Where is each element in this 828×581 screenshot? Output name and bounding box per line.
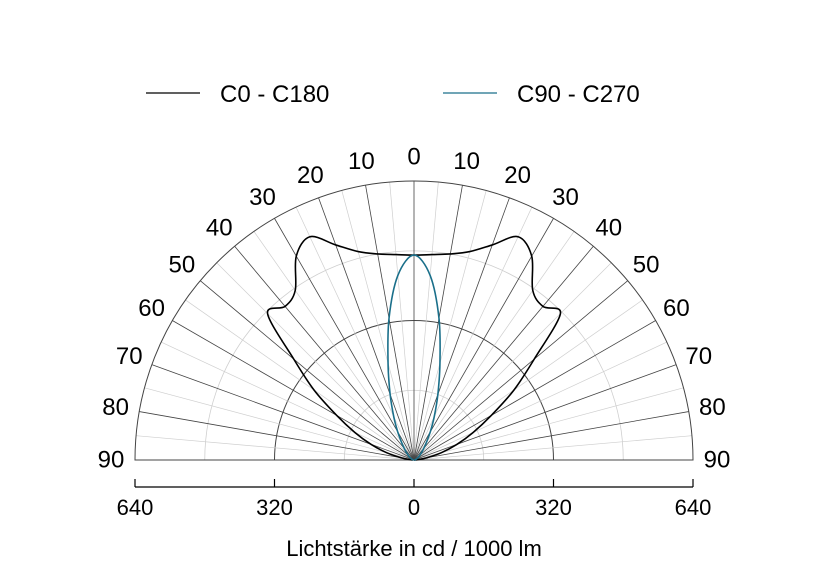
series-curve-0 [266,235,562,461]
grid-ray-major [413,411,689,461]
legend: C0 - C180 C90 - C270 [146,81,640,108]
series-curve-1 [387,254,441,461]
angle-label: 90 [704,447,731,474]
grid-ray-major [413,246,594,461]
grid-ray-major [413,218,554,461]
angle-label: 60 [663,295,690,322]
grid-ray-minor [216,262,415,461]
grid-ray-minor [144,387,415,461]
grid-ray-major [365,185,415,461]
angle-label: 80 [102,394,129,421]
grid-ray-minor [136,435,415,461]
x-axis-title: Lichtstärke in cd / 1000 lm [286,536,542,561]
grid-ray-major [413,185,463,461]
grid-ray-minor [413,299,643,461]
angle-label: 40 [206,214,233,241]
angle-label: 50 [633,252,660,279]
grid-ray-minor [413,182,439,461]
grid-ray-minor [341,190,415,461]
grid-ray-major [318,197,415,461]
radial-tick-label: 320 [256,495,293,520]
grid-ray-minor [253,231,415,461]
angle-label: 90 [98,447,125,474]
radial-tick-label: 640 [117,495,154,520]
angle-label: 70 [116,343,143,370]
grid-ray-major [234,246,415,461]
grid-ray-major [200,280,415,461]
radial-tick-label: 640 [675,495,712,520]
angle-label: 80 [699,394,726,421]
radial-tick-label: 0 [408,495,420,520]
radial-axis: 640 320 0 320 640 [117,479,712,520]
grid-ray-minor [413,387,684,461]
angle-label: 70 [685,343,712,370]
angle-label: 10 [348,148,375,175]
angle-label: 40 [595,214,622,241]
polar-grid [134,180,694,461]
grid-ray-minor [413,262,612,461]
grid-ray-major [413,320,656,461]
grid-ray-minor [413,341,668,461]
grid-ray-major [139,411,415,461]
angle-label: 60 [138,295,165,322]
angle-label: 0 [407,144,420,171]
grid-outer-boundary [134,180,694,461]
grid-ray-minor [413,190,487,461]
grid-ray-minor [185,299,415,461]
intensity-curves [266,235,562,461]
angle-label: 30 [552,184,579,211]
angle-label: 20 [504,162,531,189]
angle-label: 10 [453,148,480,175]
grid-ray-major [413,280,628,461]
grid-ray-minor [389,182,415,461]
grid-ray-minor [413,231,575,461]
angle-label: 50 [169,252,196,279]
legend-label-c90-c270: C90 - C270 [517,81,640,108]
angle-label: 30 [249,184,276,211]
grid-ray-major [274,218,415,461]
grid-ray-major [413,197,510,461]
legend-label-c0-c180: C0 - C180 [220,81,329,108]
angle-label: 20 [297,162,324,189]
grid-ray-major [172,320,415,461]
radial-tick-label: 320 [535,495,572,520]
grid-ray-minor [160,341,415,461]
grid-ray-minor [413,435,692,461]
